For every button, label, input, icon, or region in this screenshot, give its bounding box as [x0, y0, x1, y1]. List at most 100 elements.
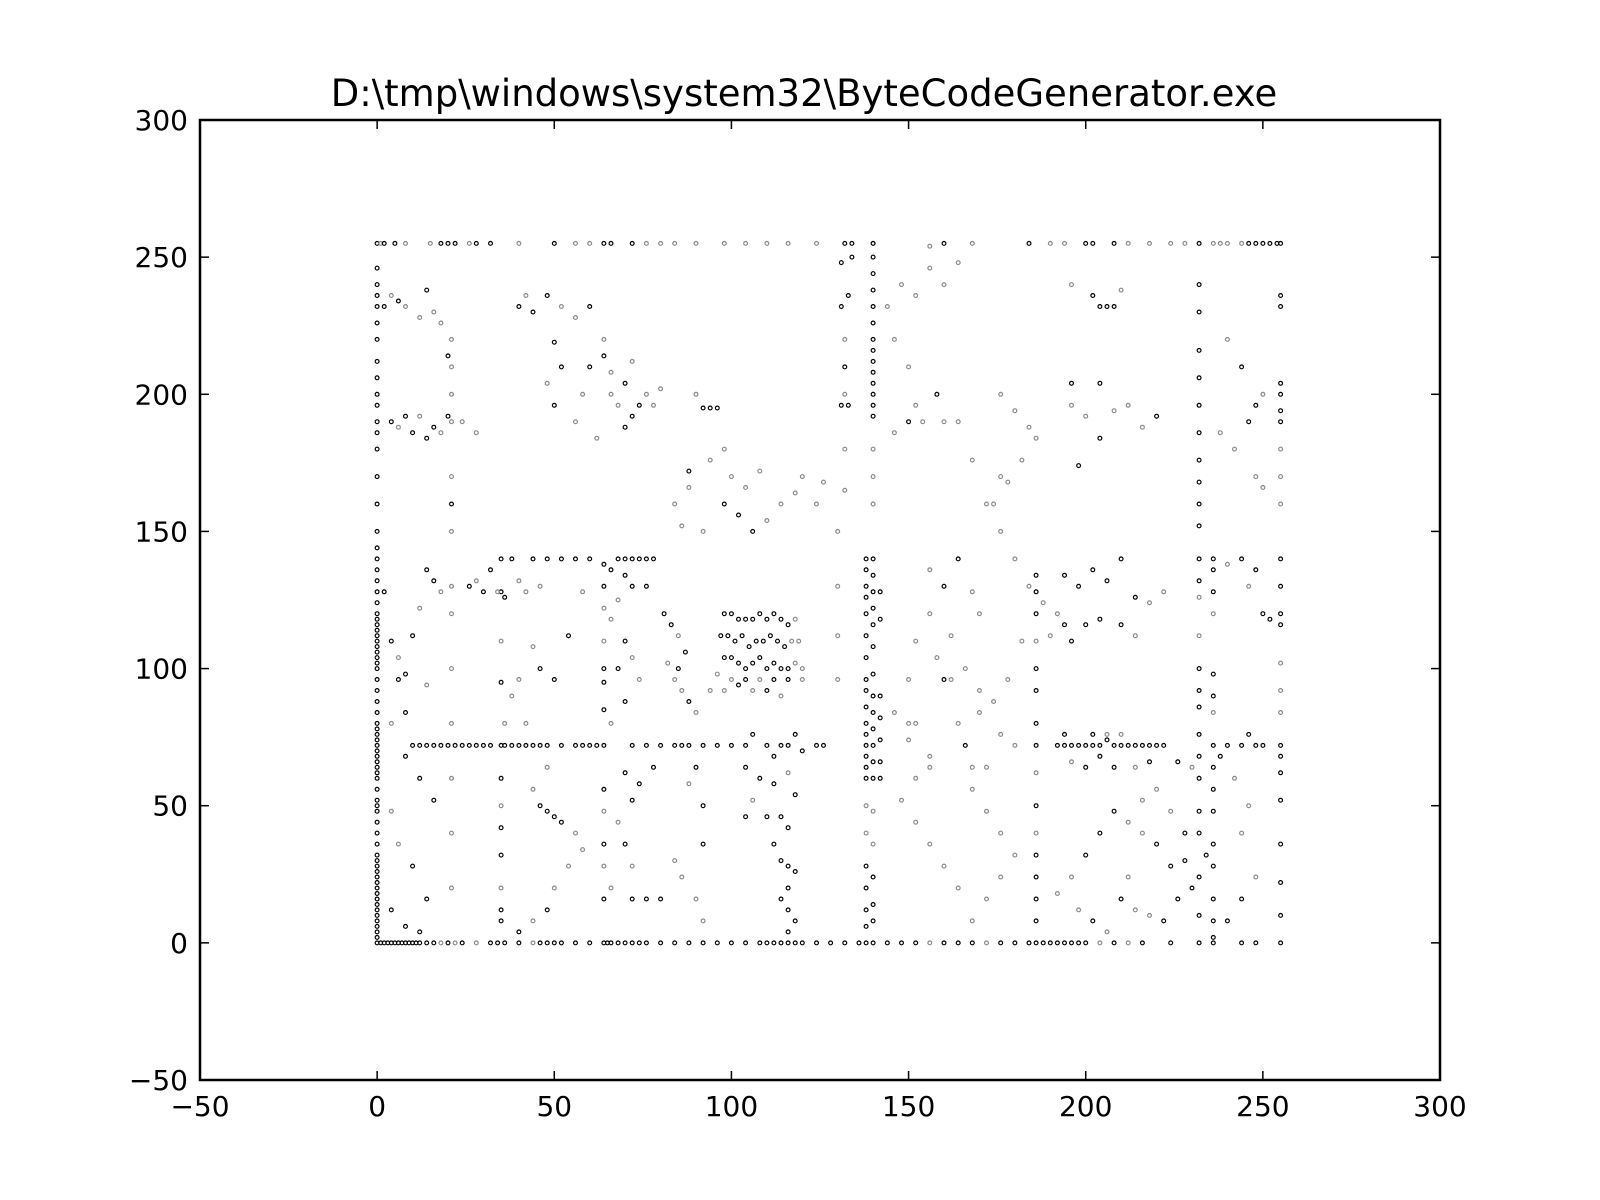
data-point — [395, 298, 401, 304]
data-point — [813, 240, 819, 246]
data-point — [587, 304, 593, 310]
data-point — [863, 764, 869, 770]
data-point — [1278, 797, 1284, 803]
data-point — [728, 655, 734, 661]
data-point — [622, 841, 628, 847]
data-point — [498, 885, 504, 891]
data-point — [920, 419, 926, 425]
data-point — [374, 578, 380, 584]
data-point — [863, 594, 869, 600]
data-point — [870, 347, 876, 353]
data-point — [672, 501, 678, 507]
data-point — [459, 940, 465, 946]
data-point — [449, 419, 455, 425]
data-point — [679, 523, 685, 529]
data-point — [700, 528, 706, 534]
data-point — [551, 676, 557, 682]
data-point — [403, 304, 409, 310]
data-point — [551, 885, 557, 891]
data-point — [658, 386, 664, 392]
data-point — [1019, 457, 1025, 463]
data-point — [601, 666, 607, 672]
data-point — [1033, 896, 1039, 902]
data-point — [530, 786, 536, 792]
data-point — [502, 940, 508, 946]
data-point — [1111, 742, 1117, 748]
data-point — [488, 240, 494, 246]
data-point — [601, 896, 607, 902]
data-point — [449, 474, 455, 480]
data-point — [636, 940, 642, 946]
data-point — [424, 742, 430, 748]
data-point — [877, 737, 883, 743]
data-point — [622, 638, 628, 644]
data-point — [870, 287, 876, 293]
data-point — [1097, 435, 1103, 441]
data-point — [785, 929, 791, 935]
data-point — [374, 265, 380, 271]
data-point — [374, 556, 380, 562]
data-point — [516, 929, 522, 935]
data-point — [374, 391, 380, 397]
data-point — [870, 369, 876, 375]
data-point — [750, 731, 756, 737]
data-point — [1111, 408, 1117, 414]
data-point — [913, 293, 919, 299]
data-point — [395, 424, 401, 430]
data-point — [374, 633, 380, 639]
data-point — [969, 764, 975, 770]
x-tick-label: 100 — [705, 1090, 758, 1123]
data-point — [1278, 304, 1284, 310]
data-point — [438, 430, 444, 436]
data-point — [686, 781, 692, 787]
data-point — [523, 742, 529, 748]
data-point — [601, 863, 607, 869]
data-point — [870, 380, 876, 386]
data-point — [622, 380, 628, 386]
data-point — [1196, 375, 1202, 381]
data-point — [870, 775, 876, 781]
data-point — [544, 742, 550, 748]
data-point — [1111, 240, 1117, 246]
data-point — [374, 830, 380, 836]
data-point — [509, 693, 515, 699]
data-point — [927, 753, 933, 759]
data-point — [1168, 863, 1174, 869]
data-point — [1125, 240, 1131, 246]
data-point — [565, 863, 571, 869]
x-tick-label: 50 — [536, 1090, 572, 1123]
data-point — [778, 940, 784, 946]
data-point — [750, 687, 756, 693]
data-point — [870, 901, 876, 907]
data-point — [693, 709, 699, 715]
data-point — [523, 589, 529, 595]
data-point — [842, 940, 848, 946]
data-point — [941, 240, 947, 246]
data-point — [1033, 589, 1039, 595]
data-point — [863, 742, 869, 748]
data-point — [1033, 803, 1039, 809]
data-point — [870, 413, 876, 419]
data-point — [785, 863, 791, 869]
data-point — [1047, 633, 1053, 639]
data-point — [544, 907, 550, 913]
data-point — [927, 764, 933, 770]
data-point — [629, 556, 635, 562]
data-point — [1196, 666, 1202, 672]
data-point — [636, 781, 642, 787]
data-point — [1132, 742, 1138, 748]
data-point — [1033, 435, 1039, 441]
data-point — [675, 633, 681, 639]
data-point — [1125, 742, 1131, 748]
data-point — [498, 638, 504, 644]
data-point — [799, 474, 805, 480]
data-point — [544, 556, 550, 562]
data-point — [700, 841, 706, 847]
data-point — [700, 742, 706, 748]
data-point — [658, 742, 664, 748]
data-point — [1061, 731, 1067, 737]
data-point — [743, 940, 749, 946]
data-point — [820, 742, 826, 748]
data-point — [1278, 408, 1284, 414]
data-point — [1239, 364, 1245, 370]
